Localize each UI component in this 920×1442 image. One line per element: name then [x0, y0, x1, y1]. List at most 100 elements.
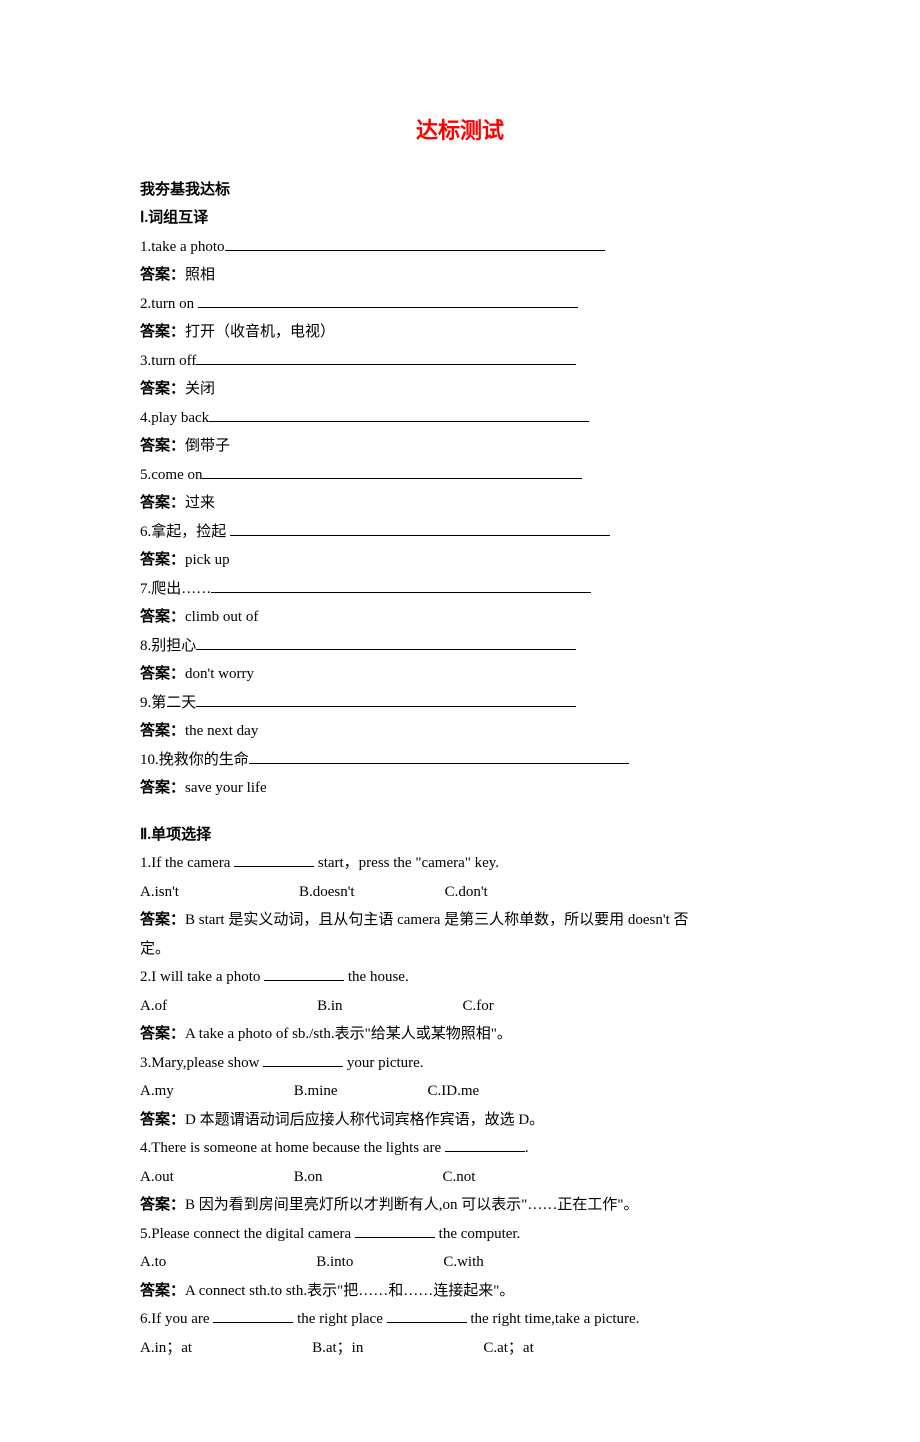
q5-ans: A connect sth.to sth.表示"把……和……连接起来"。: [185, 1283, 514, 1299]
s1-item1-answer: 答案：照相: [140, 261, 780, 290]
s1-item5-ans: 过来: [185, 495, 215, 511]
q4-post: .: [525, 1140, 529, 1156]
s1-item8-answer: 答案：don't worry: [140, 660, 780, 689]
s1-item6-text: 6.拿起，捡起: [140, 524, 230, 540]
answer-label: 答案：: [140, 1283, 185, 1299]
answer-label: 答案：: [140, 324, 185, 340]
q1-answer: 答案：B start 是实义动词，且从句主语 camera 是第三人称单数，所以…: [140, 906, 780, 935]
q4-c: C.not: [443, 1169, 476, 1185]
q1-stem: 1.If the camera start，press the "camera"…: [140, 849, 780, 878]
s1-item4-prompt: 4.play back: [140, 404, 780, 433]
s1-item9-answer: 答案：the next day: [140, 717, 780, 746]
q5-pre: 5.Please connect the digital camera: [140, 1226, 355, 1242]
q3-pre: 3.Mary,please show: [140, 1055, 263, 1071]
q3-options: A.myB.mineC.ID.me: [140, 1077, 780, 1106]
s1-item7-text: 7.爬出……: [140, 581, 211, 597]
s1-item3-ans: 关闭: [185, 381, 215, 397]
q3-a: A.my: [140, 1083, 174, 1099]
q4-options: A.outB.onC.not: [140, 1163, 780, 1192]
blank-line: [196, 690, 576, 707]
q5-a: A.to: [140, 1254, 166, 1270]
page-title: 达标测试: [140, 110, 780, 152]
blank-line: [230, 519, 610, 536]
section2-heading: Ⅱ.单项选择: [140, 821, 780, 850]
s1-item7-answer: 答案：climb out of: [140, 603, 780, 632]
s1-item8-prompt: 8.别担心: [140, 632, 780, 661]
s1-item3-answer: 答案：关闭: [140, 375, 780, 404]
answer-label: 答案：: [140, 609, 185, 625]
s1-item1-ans: 照相: [185, 267, 215, 283]
s1-item3-text: 3.turn off: [140, 353, 196, 369]
answer-label: 答案：: [140, 723, 185, 739]
q2-answer: 答案：A take a photo of sb./sth.表示"给某人或某物照相…: [140, 1020, 780, 1049]
q6-b: B.at；in: [312, 1340, 363, 1356]
q1-a: A.isn't: [140, 884, 179, 900]
q3-stem: 3.Mary,please show your picture.: [140, 1049, 780, 1078]
s1-item1-prompt: 1.take a photo: [140, 233, 780, 262]
s1-item10-text: 10.挽救你的生命: [140, 752, 249, 768]
blank-inline: [263, 1050, 343, 1067]
q1-c: C.don't: [445, 884, 488, 900]
blank-line: [198, 291, 578, 308]
q5-stem: 5.Please connect the digital camera the …: [140, 1220, 780, 1249]
answer-label: 答案：: [140, 912, 185, 928]
answer-label: 答案：: [140, 267, 185, 283]
s1-item8-text: 8.别担心: [140, 638, 196, 654]
q1-b: B.doesn't: [299, 884, 355, 900]
answer-label: 答案：: [140, 1026, 185, 1042]
q1-ans: B start 是实义动词，且从句主语 camera 是第三人称单数，所以要用 …: [185, 912, 689, 928]
q6-c: C.at；at: [483, 1340, 533, 1356]
blank-line: [225, 234, 605, 251]
blank-inline: [387, 1307, 467, 1324]
s1-item5-text: 5.come on: [140, 467, 202, 483]
q6-pre: 6.If you are: [140, 1311, 213, 1327]
s1-item4-text: 4.play back: [140, 410, 209, 426]
blank-inline: [234, 851, 314, 868]
s1-item4-ans: 倒带子: [185, 438, 230, 454]
q4-b: B.on: [294, 1169, 323, 1185]
q6-options: A.in；at B.at；in C.at；at: [140, 1334, 780, 1363]
blank-line: [196, 633, 576, 650]
answer-label: 答案：: [140, 1112, 185, 1128]
q5-answer: 答案：A connect sth.to sth.表示"把……和……连接起来"。: [140, 1277, 780, 1306]
answer-label: 答案：: [140, 552, 185, 568]
s1-item5-answer: 答案：过来: [140, 489, 780, 518]
q3-c: C.ID.me: [428, 1083, 480, 1099]
s1-item10-ans: save your life: [185, 780, 267, 796]
q3-answer: 答案：D 本题谓语动词后应接人称代词宾格作宾语，故选 D。: [140, 1106, 780, 1135]
answer-label: 答案：: [140, 495, 185, 511]
s1-item6-answer: 答案：pick up: [140, 546, 780, 575]
s1-item2-ans: 打开（收音机，电视）: [185, 324, 335, 340]
answer-label: 答案：: [140, 780, 185, 796]
s1-item7-ans: climb out of: [185, 609, 258, 625]
blank-inline: [445, 1136, 525, 1153]
s1-item3-prompt: 3.turn off: [140, 347, 780, 376]
q2-pre: 2.I will take a photo: [140, 969, 264, 985]
q4-pre: 4.There is someone at home because the l…: [140, 1140, 445, 1156]
s1-item9-prompt: 9.第二天: [140, 689, 780, 718]
s1-item6-prompt: 6.拿起，捡起: [140, 518, 780, 547]
q5-b: B.into: [316, 1254, 353, 1270]
s1-item8-ans: don't worry: [185, 666, 254, 682]
subheader: 我夯基我达标: [140, 176, 780, 205]
q4-stem: 4.There is someone at home because the l…: [140, 1134, 780, 1163]
s1-item9-ans: the next day: [185, 723, 258, 739]
q1-pre: 1.If the camera: [140, 855, 234, 871]
q1-options: A.isn't B.doesn't C.don't: [140, 878, 780, 907]
q2-b: B.in: [317, 998, 342, 1014]
q2-stem: 2.I will take a photo the house.: [140, 963, 780, 992]
q1-ans2: 定。: [140, 941, 170, 957]
s1-item2-answer: 答案：打开（收音机，电视）: [140, 318, 780, 347]
q2-ans: A take a photo of sb./sth.表示"给某人或某物照相"。: [185, 1026, 512, 1042]
q4-answer: 答案：B 因为看到房间里亮灯所以才判断有人,on 可以表示"……正在工作"。: [140, 1191, 780, 1220]
s1-item4-answer: 答案：倒带子: [140, 432, 780, 461]
q6-a: A.in；at: [140, 1340, 192, 1356]
blank-line: [209, 405, 589, 422]
section1-heading: Ⅰ.词组互译: [140, 204, 780, 233]
s1-item9-text: 9.第二天: [140, 695, 196, 711]
q6-mid: the right place: [293, 1311, 386, 1327]
blank-line: [202, 462, 582, 479]
q6-stem: 6.If you are the right place the right t…: [140, 1305, 780, 1334]
q1-post: start，press the "camera" key.: [314, 855, 499, 871]
answer-label: 答案：: [140, 1197, 185, 1213]
